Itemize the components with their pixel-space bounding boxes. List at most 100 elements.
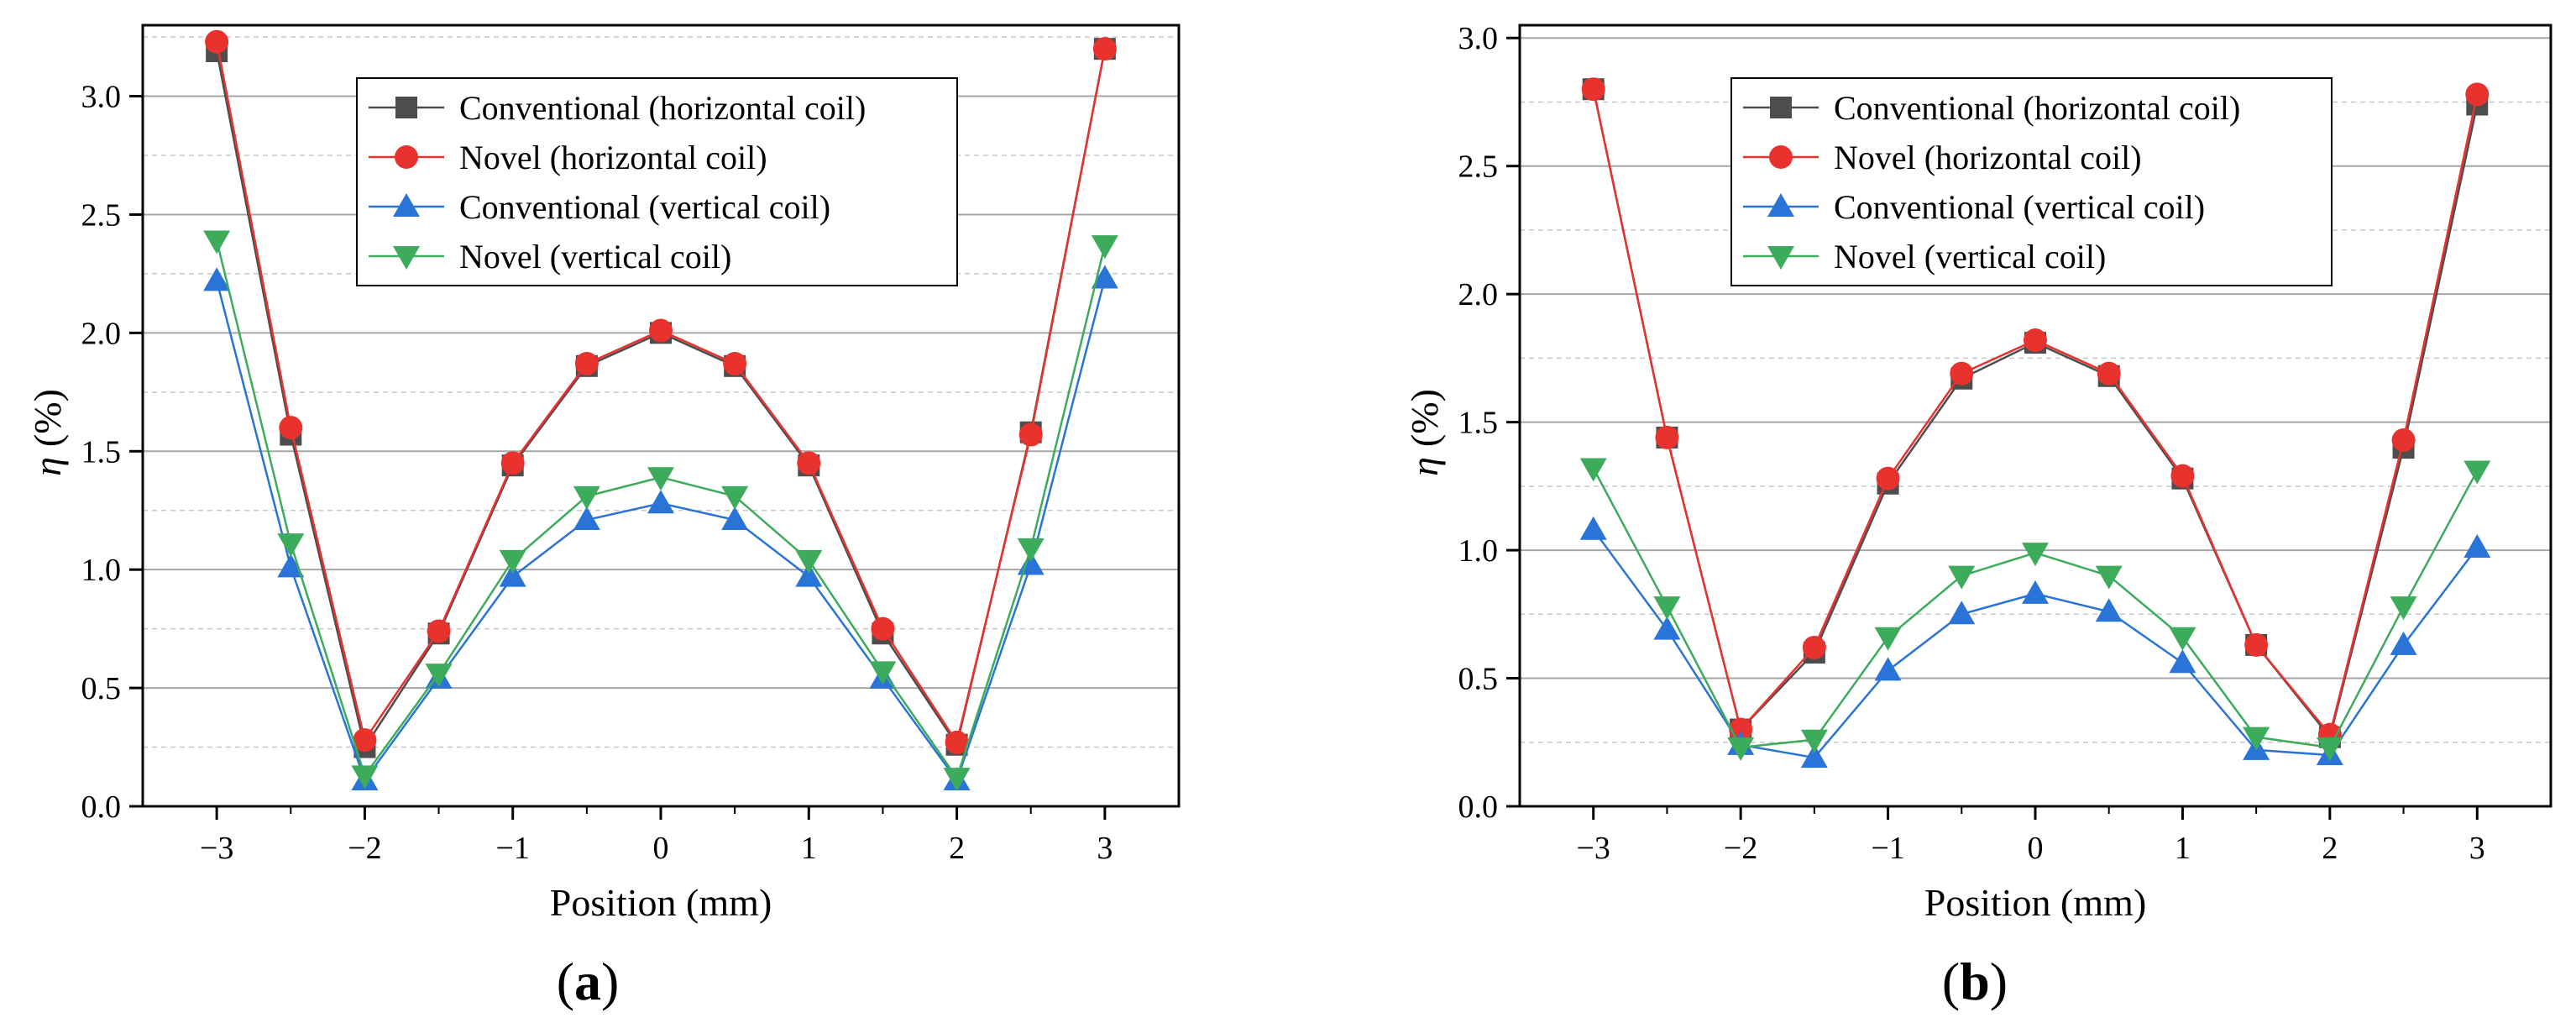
data-point	[649, 318, 673, 343]
panel-label: (b)	[1942, 952, 2008, 1011]
legend-entry: Conventional (horizontal coil)	[459, 89, 866, 127]
legend-marker	[1770, 97, 1792, 118]
chart-panel-b: −3 −2 −1 0 1 2 3 0.0 0.5 1.0 1.5 2.0 2.5 3.0 Position …	[1403, 21, 2552, 1011]
legend-entry: Conventional (vertical coil)	[1834, 188, 2205, 226]
y-tick-label: 1.0	[81, 553, 122, 588]
data-point	[1800, 744, 1828, 769]
y-tick-label: 2.0	[81, 316, 122, 351]
data-point	[2390, 631, 2417, 655]
data-point	[1802, 635, 1826, 659]
data-point	[1874, 627, 1902, 651]
x-tick-label: −2	[1724, 831, 1757, 866]
data-point	[1655, 425, 1679, 449]
x-tick-label: −3	[200, 831, 233, 866]
series-line	[215, 278, 1107, 783]
x-tick-label: −1	[1871, 831, 1904, 866]
y-axis-symbol: η	[1403, 457, 1446, 476]
data-point	[203, 267, 231, 291]
data-point	[1653, 596, 1681, 621]
data-point	[277, 553, 305, 578]
data-point	[1948, 601, 1976, 625]
data-point	[2097, 361, 2121, 386]
data-point	[2391, 428, 2416, 452]
legend-marker	[393, 246, 420, 270]
data-point	[2465, 82, 2490, 107]
data-point	[2095, 565, 2123, 590]
panel-label-open: (	[557, 952, 574, 1011]
data-point	[2169, 627, 2196, 651]
panel-label-close: )	[601, 952, 619, 1011]
data-point	[2024, 328, 2047, 353]
data-point	[2095, 598, 2123, 622]
data-point	[945, 730, 969, 754]
y-axis-title: η (%)	[1403, 389, 1446, 476]
panel-label: (a)	[557, 952, 620, 1011]
x-axis-title: Position (mm)	[550, 881, 772, 924]
series-3	[203, 230, 1118, 792]
data-point	[721, 485, 749, 510]
legend-marker	[395, 97, 417, 118]
legend-entry: Novel (vertical coil)	[1834, 238, 2106, 275]
legend-marker	[1767, 246, 1794, 270]
chart-panel-a: −3 −2 −1 0 1 2 3 0.0 0.5 1.0 1.5 2.0 2.5 3.0 Position …	[26, 24, 1181, 1011]
x-tick-label: −3	[1576, 831, 1610, 866]
data-point	[427, 619, 451, 643]
data-point	[203, 230, 231, 254]
x-tick-label: 1	[2175, 831, 2191, 866]
x-tick-label: 3	[1097, 831, 1113, 866]
data-point	[1874, 657, 1902, 681]
x-axis-title: Position (mm)	[1924, 881, 2147, 924]
legend-box	[356, 77, 958, 286]
legend-marker	[393, 193, 420, 217]
data-point	[1876, 466, 1900, 491]
data-point	[1092, 37, 1117, 61]
legend-marker	[1769, 145, 1793, 169]
y-tick-label: 2.5	[81, 197, 122, 233]
data-point	[1091, 265, 1118, 289]
data-point	[1948, 565, 1976, 590]
series-1	[1581, 77, 2490, 747]
y-tick-label: 1.5	[1458, 406, 1499, 441]
legend-entry: Novel (vertical coil)	[459, 238, 731, 275]
data-point	[1017, 538, 1045, 562]
data-point	[2244, 632, 2269, 657]
data-point	[205, 29, 229, 54]
data-point	[647, 467, 674, 491]
legend: Conventional (horizontal coil) Novel (hor…	[1730, 77, 2333, 286]
y-tick-label: 2.0	[1458, 277, 1499, 312]
data-point	[500, 451, 525, 475]
data-point	[351, 765, 379, 790]
y-tick-label: 0.0	[1458, 790, 1499, 825]
x-tick-label: 2	[949, 831, 965, 866]
data-point	[795, 549, 823, 574]
y-tick-label: 1.5	[81, 434, 122, 470]
y-tick-label: 0.0	[81, 790, 122, 825]
data-point	[647, 490, 674, 514]
data-point	[721, 506, 749, 530]
data-point	[277, 533, 305, 558]
data-point	[425, 664, 453, 688]
x-tick-label: 1	[801, 831, 817, 866]
data-point	[723, 352, 747, 375]
data-point	[2170, 464, 2195, 488]
y-axis-unit: (%)	[26, 389, 69, 447]
legend-marker	[1767, 193, 1794, 217]
series-line	[1592, 467, 2479, 749]
y-axis-title: η (%)	[26, 389, 69, 476]
data-point	[499, 563, 526, 587]
data-point	[573, 506, 600, 530]
data-point	[573, 485, 600, 510]
data-point	[279, 416, 303, 440]
legend-entry: Novel (horizontal coil)	[459, 139, 767, 176]
data-point	[2169, 649, 2196, 674]
legend-entry: Novel (horizontal coil)	[1834, 139, 2142, 176]
y-tick-label: 2.5	[1458, 150, 1499, 185]
data-point	[2390, 596, 2417, 621]
data-point	[353, 728, 377, 753]
data-point	[1653, 616, 1681, 640]
data-point	[1579, 458, 1607, 482]
data-point	[2022, 543, 2049, 567]
data-point	[795, 563, 823, 587]
series-3	[1579, 458, 2491, 761]
